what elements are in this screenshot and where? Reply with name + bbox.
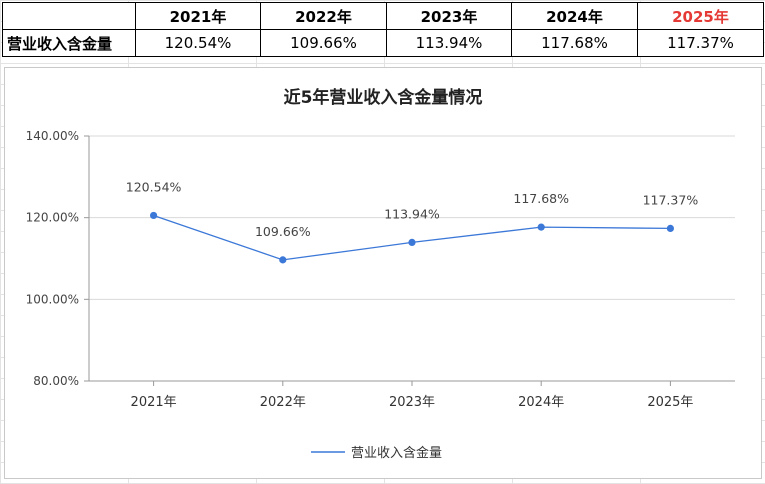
axis-layer: 80.00% 100.00% 120.00% 140.00% 2021年 2022年 202…	[26, 129, 735, 410]
year-header-2024: 2024年	[511, 2, 638, 30]
chart-title: 近5年营业收入含金量情况	[284, 87, 483, 108]
chart-container[interactable]: 近5年营业收入含金量情况 80.00% 100.00% 120.00% 140.00%…	[4, 67, 762, 479]
x-tick-label: 2025年	[647, 395, 693, 410]
data-point	[408, 238, 416, 247]
value-cell-2021: 120.54%	[135, 29, 261, 57]
y-tick-label: 100.00%	[26, 292, 79, 306]
year-header-2025: 2025年	[637, 2, 764, 30]
year-header-2022: 2022年	[260, 2, 387, 30]
data-point	[666, 224, 675, 233]
x-tick-label: 2022年	[260, 395, 306, 410]
data-label: 120.54%	[126, 179, 182, 194]
x-tick-label: 2023年	[389, 395, 435, 410]
data-table: 2021年 2022年 2023年 2024年 2025年 营业收入含金量 12…	[2, 2, 764, 57]
x-tick-label: 2021年	[131, 395, 177, 410]
legend[interactable]: 营业收入含金量	[311, 445, 442, 461]
y-tick-label: 120.00%	[26, 211, 79, 225]
data-point	[150, 211, 158, 220]
data-label: 117.68%	[513, 191, 569, 206]
x-tick-label: 2024年	[518, 395, 564, 410]
year-header-2021: 2021年	[135, 2, 261, 30]
y-tick-label: 80.00%	[33, 374, 79, 388]
y-tick-label: 140.00%	[26, 129, 79, 143]
table-data-row: 营业收入含金量 120.54% 109.66% 113.94% 117.68% …	[2, 29, 764, 57]
legend-label: 营业收入含金量	[351, 445, 442, 461]
value-cell-2022: 109.66%	[260, 29, 387, 57]
data-point	[537, 223, 545, 231]
data-point	[279, 256, 287, 264]
value-cell-2023: 113.94%	[386, 29, 512, 57]
series-layer: 120.54% 109.66% 113.94% 117.68% 117.37%	[126, 179, 699, 264]
series-line	[153, 214, 671, 261]
data-label: 117.37%	[643, 192, 699, 207]
year-header-2023: 2023年	[386, 2, 512, 30]
row-label: 营业收入含金量	[2, 29, 136, 57]
data-label: 113.94%	[384, 206, 440, 221]
grid-layer	[89, 135, 735, 300]
table-header-row: 2021年 2022年 2023年 2024年 2025年	[2, 2, 764, 30]
data-label: 109.66%	[255, 224, 311, 239]
value-cell-2024: 117.68%	[511, 29, 638, 57]
table-corner-cell	[2, 2, 136, 30]
value-cell-2025: 117.37%	[637, 29, 764, 57]
line-chart: 近5年营业收入含金量情况 80.00% 100.00% 120.00% 140.00%…	[26, 87, 735, 461]
